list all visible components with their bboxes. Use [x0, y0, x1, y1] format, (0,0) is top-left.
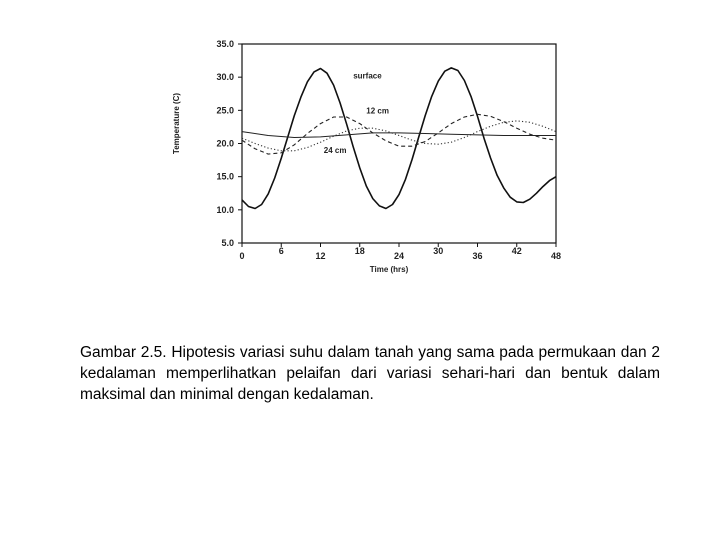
x-tick-label: 36	[472, 251, 482, 261]
x-tick-label: 6	[279, 246, 284, 256]
chart-canvas: 5.0 10.0 15.0 20.0 25.0 30.0 35.0 0 6 12 18 24 30 36 4…	[172, 39, 561, 274]
series-annotation: 24 cm	[324, 146, 347, 155]
x-tick-label: 18	[355, 246, 365, 256]
x-axis-title: Time (hrs)	[370, 265, 409, 274]
temperature-chart: 5.0 10.0 15.0 20.0 25.0 30.0 35.0 0 6 12 18 24 30 36 4…	[160, 22, 580, 284]
series-line-surface	[241, 67, 557, 210]
series-line-24-cm	[241, 120, 557, 152]
x-tick-label: 0	[239, 251, 244, 261]
x-tick-label: 24	[394, 251, 404, 261]
x-tick-label: 12	[315, 251, 325, 261]
x-tick-label: 30	[433, 246, 443, 256]
y-tick-label: 25.0	[216, 105, 234, 115]
y-tick-label: 5.0	[221, 238, 234, 248]
y-axis-title: Temperature (C)	[172, 93, 181, 155]
y-tick-label: 20.0	[216, 139, 234, 149]
y-tick-label: 10.0	[216, 205, 234, 215]
y-tick-label: 15.0	[216, 172, 234, 182]
y-tick-label: 30.0	[216, 72, 234, 82]
plot-frame	[241, 43, 557, 244]
series-line-12-cm	[241, 113, 557, 155]
series-line-deep	[241, 131, 556, 138]
series-annotation: 12 cm	[366, 107, 389, 116]
x-tick-label: 42	[512, 246, 522, 256]
x-tick-label: 48	[551, 251, 561, 261]
y-tick-label: 35.0	[216, 39, 234, 49]
figure-caption: Gambar 2.5. Hipotesis variasi suhu dalam…	[80, 343, 660, 403]
series-annotation: surface	[353, 71, 382, 80]
